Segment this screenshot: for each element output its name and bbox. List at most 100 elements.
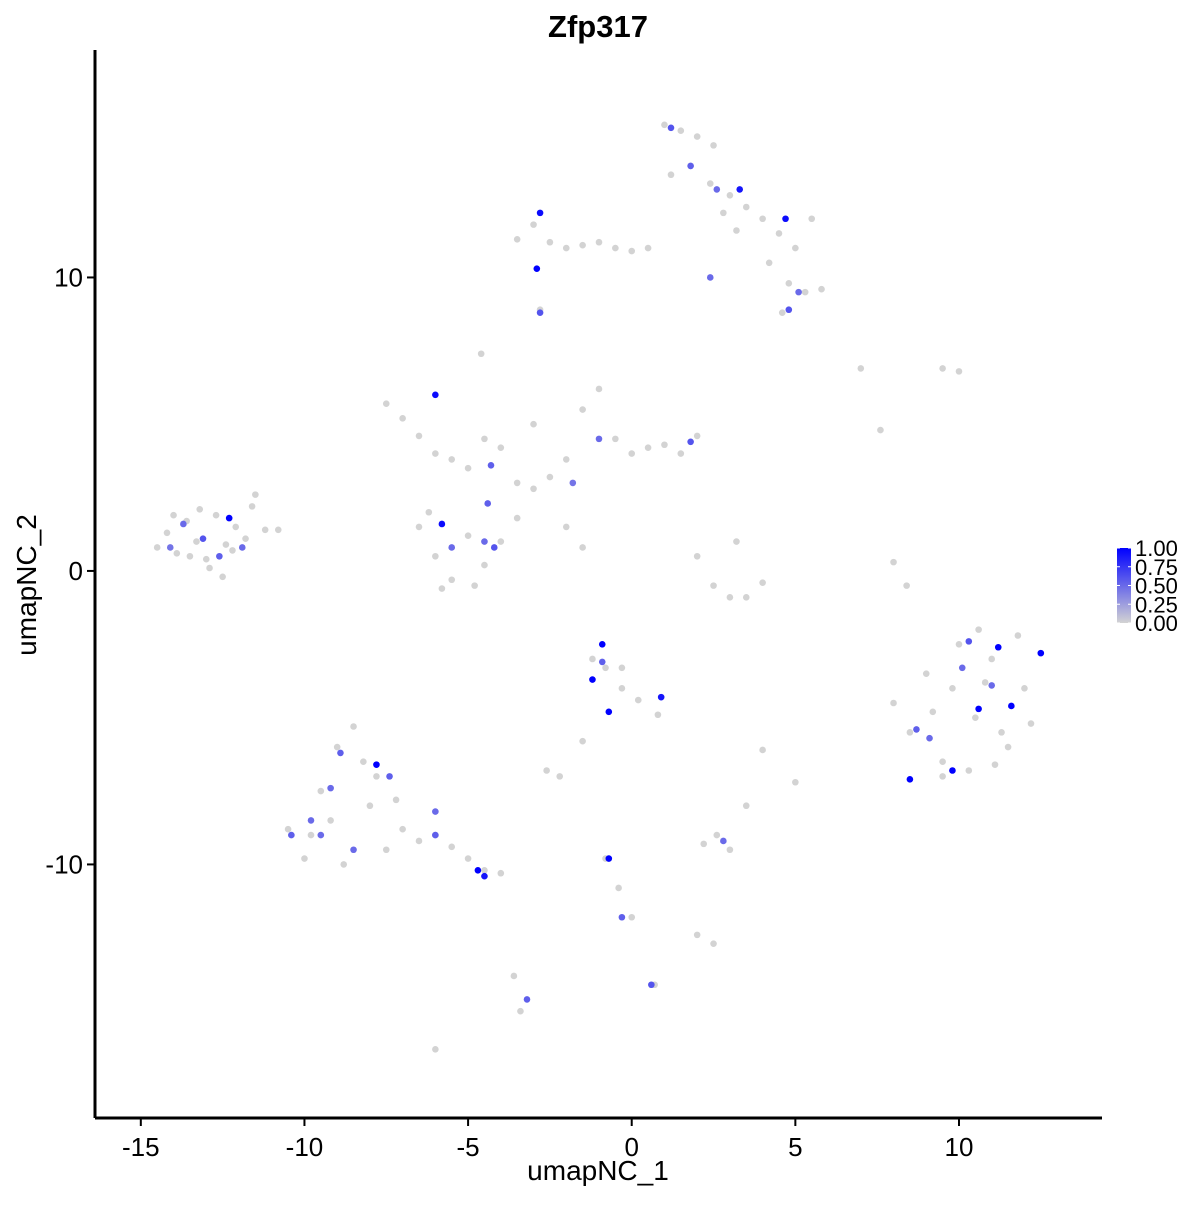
point xyxy=(242,535,249,542)
colorbar xyxy=(1117,548,1131,623)
point xyxy=(667,124,675,132)
point xyxy=(595,435,603,443)
point xyxy=(991,761,999,768)
point xyxy=(579,241,586,249)
point xyxy=(212,511,220,519)
point xyxy=(350,846,357,854)
point xyxy=(598,658,606,666)
point xyxy=(327,817,334,824)
point xyxy=(333,743,341,751)
point xyxy=(399,415,406,422)
point xyxy=(546,238,554,246)
point xyxy=(628,247,636,255)
point xyxy=(929,708,937,716)
point xyxy=(706,274,714,281)
point xyxy=(792,244,799,252)
point xyxy=(759,215,766,223)
point xyxy=(693,432,701,440)
point xyxy=(661,441,668,449)
point xyxy=(700,840,708,848)
point xyxy=(166,544,174,551)
point xyxy=(981,679,989,686)
point xyxy=(471,582,478,589)
point xyxy=(903,582,910,589)
point xyxy=(778,309,786,316)
point xyxy=(742,802,750,810)
point xyxy=(595,385,603,393)
point xyxy=(677,127,685,135)
point xyxy=(481,561,488,569)
point xyxy=(163,529,171,537)
point xyxy=(693,931,701,939)
point xyxy=(432,391,439,399)
point xyxy=(464,532,472,540)
point xyxy=(998,729,1005,736)
point xyxy=(890,558,897,566)
y-tick-label: 0 xyxy=(69,556,83,586)
point xyxy=(795,288,802,296)
point xyxy=(628,450,636,457)
point xyxy=(517,1007,524,1015)
point xyxy=(693,552,701,560)
point xyxy=(906,776,914,783)
point xyxy=(415,523,423,531)
point xyxy=(536,309,544,316)
point xyxy=(598,641,606,648)
colorbar-tick-label: 0.50 xyxy=(1135,574,1178,599)
point xyxy=(307,817,315,824)
point xyxy=(713,186,721,193)
point xyxy=(350,723,357,730)
point xyxy=(1037,649,1045,657)
point xyxy=(562,456,570,463)
point xyxy=(513,479,521,487)
point xyxy=(726,191,734,199)
point xyxy=(612,244,619,252)
point xyxy=(373,761,380,768)
point xyxy=(713,831,721,839)
point xyxy=(1021,685,1028,692)
point xyxy=(615,884,622,892)
point xyxy=(252,491,259,498)
point xyxy=(1004,743,1012,751)
point xyxy=(939,365,946,372)
point xyxy=(432,1046,439,1053)
point xyxy=(481,435,488,443)
x-tick-label: 5 xyxy=(788,1132,802,1162)
point xyxy=(661,121,668,129)
point xyxy=(569,479,577,487)
point xyxy=(687,438,694,446)
point xyxy=(972,714,979,721)
point xyxy=(153,544,161,551)
point xyxy=(726,594,734,601)
point xyxy=(360,758,367,766)
point xyxy=(736,186,744,193)
point xyxy=(432,808,439,815)
point xyxy=(497,538,505,545)
point xyxy=(432,450,439,457)
colorbar-tick-label: 1.00 xyxy=(1135,536,1178,561)
point xyxy=(589,676,596,683)
point xyxy=(425,508,433,516)
point xyxy=(199,535,207,542)
point xyxy=(382,400,390,407)
colorbar-tick-label: 0.00 xyxy=(1135,611,1178,636)
point xyxy=(523,996,531,1003)
point xyxy=(530,420,537,428)
point xyxy=(975,705,982,713)
point xyxy=(546,473,554,481)
point xyxy=(877,426,884,434)
point xyxy=(484,500,492,507)
point xyxy=(785,280,793,287)
point xyxy=(710,582,717,589)
point xyxy=(605,708,613,716)
point xyxy=(562,244,570,252)
point xyxy=(589,655,596,663)
point xyxy=(225,514,233,522)
point xyxy=(327,784,334,792)
point xyxy=(474,866,482,874)
point xyxy=(206,564,213,572)
point xyxy=(448,456,456,463)
point xyxy=(448,544,456,551)
